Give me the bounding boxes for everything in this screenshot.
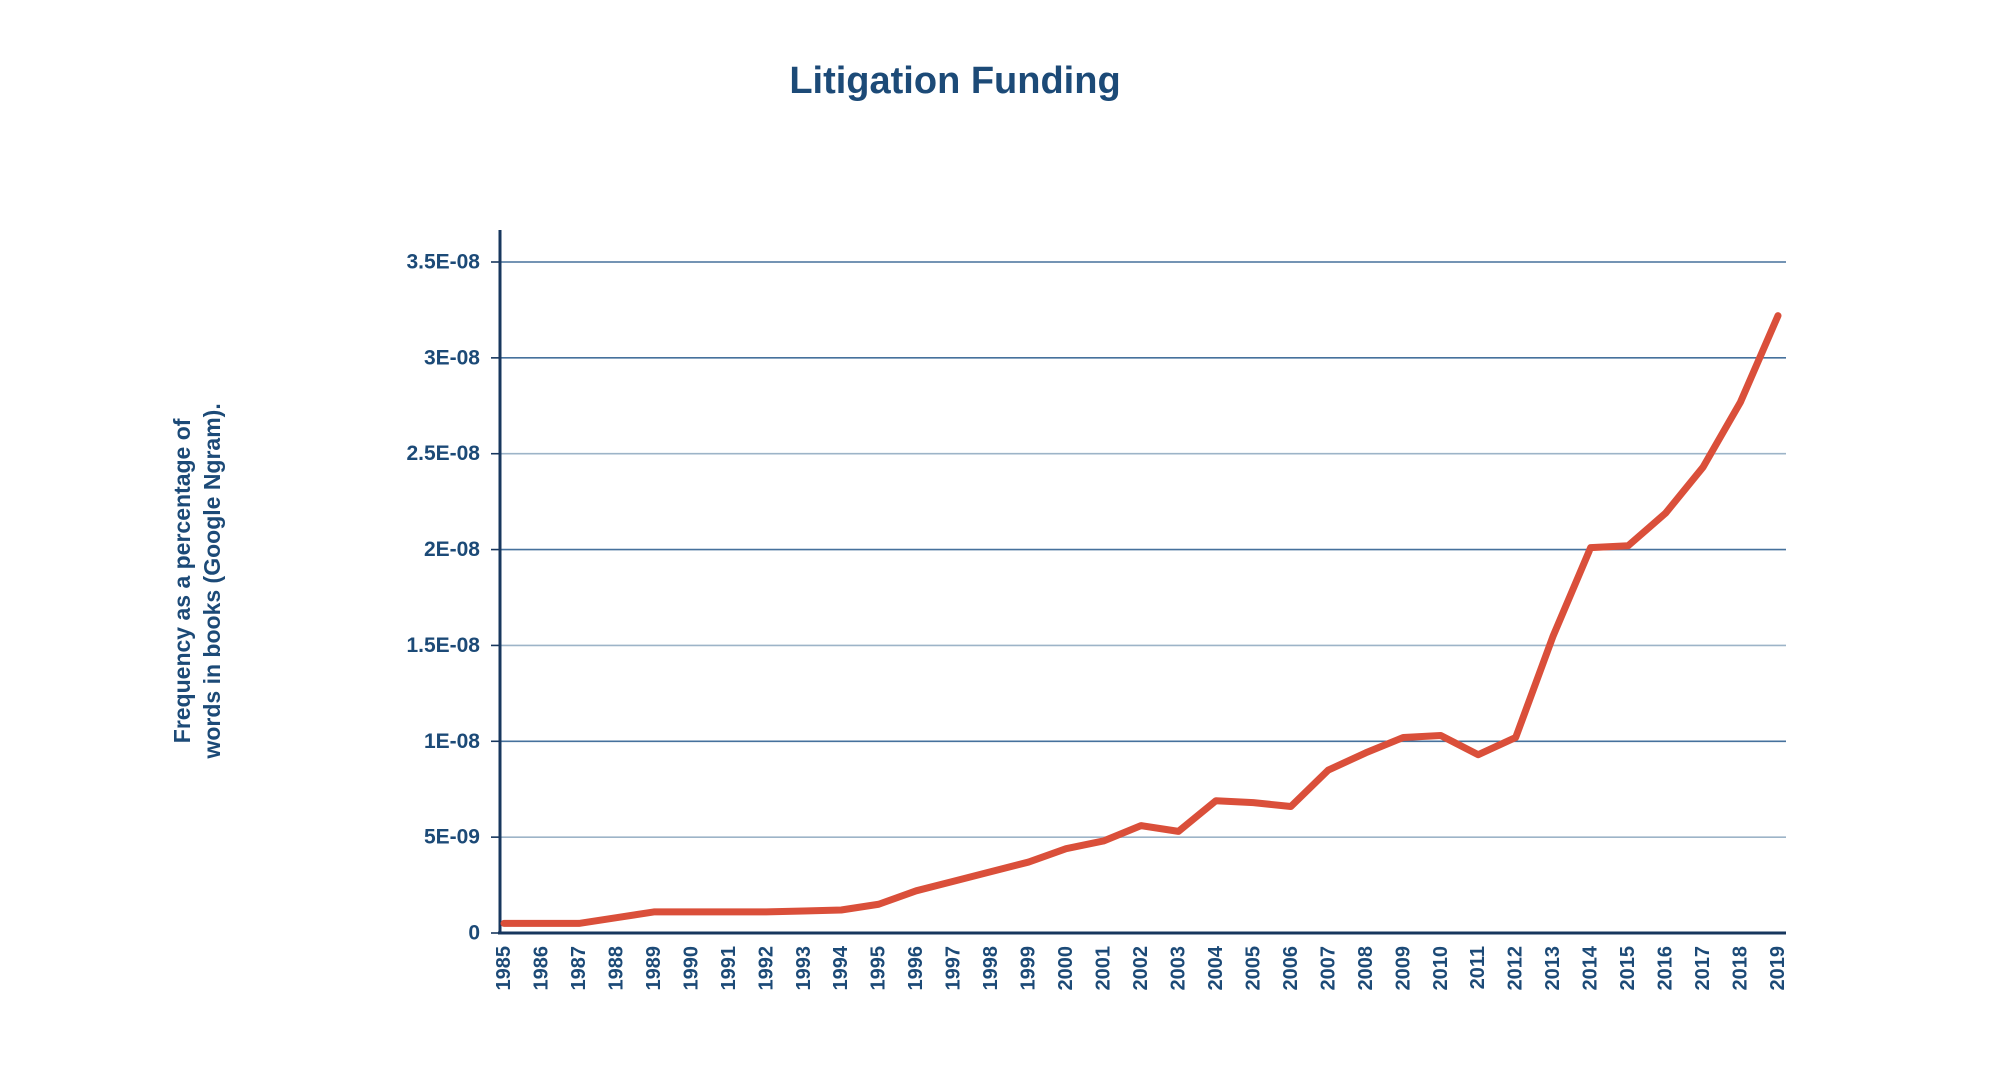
x-tick-label: 2008 [1355, 946, 1377, 991]
x-tick-label: 1986 [530, 946, 552, 991]
x-tick-label: 2006 [1280, 946, 1302, 991]
x-tick-label: 2002 [1130, 946, 1152, 991]
x-tick-label: 2018 [1730, 946, 1752, 991]
x-tick-label: 1991 [718, 946, 740, 991]
series-line-litigation-funding [500, 312, 1782, 927]
x-tick-label: 1987 [568, 946, 590, 991]
y-tick-label: 1.5E-08 [406, 634, 480, 657]
chart-title: Litigation Funding [789, 60, 1121, 102]
x-tick-label: 1997 [943, 946, 965, 991]
x-tick-label: 2005 [1242, 946, 1264, 991]
x-tick-label: 2004 [1205, 945, 1227, 990]
y-tick-label: 1E-08 [424, 730, 480, 753]
x-tick-label: 2019 [1767, 946, 1789, 991]
x-tick-label: 1998 [980, 946, 1002, 991]
x-tick-label: 1996 [905, 946, 927, 991]
y-tick-label: 2E-08 [424, 538, 480, 561]
y-tick-label: 0 [468, 922, 480, 945]
y-tick-label: 2.5E-08 [406, 442, 480, 465]
x-tick-label: 2011 [1467, 946, 1489, 989]
x-tick-label: 1999 [1018, 946, 1040, 991]
x-tick-label: 2014 [1580, 945, 1602, 990]
y-tick-label: 3.5E-08 [406, 251, 480, 274]
y-tick-label: 5E-09 [424, 826, 480, 849]
x-tick-label: 2017 [1692, 946, 1714, 991]
x-tick-label: 1995 [868, 946, 890, 991]
x-tick-label: 1994 [830, 945, 852, 990]
x-tick-label: 1992 [755, 946, 777, 991]
x-tick-label: 2012 [1505, 946, 1527, 991]
x-tick-label: 1985 [493, 946, 515, 991]
x-tick-label: 1990 [680, 946, 702, 991]
x-tick-label: 2003 [1167, 946, 1189, 991]
x-tick-label: 2000 [1055, 946, 1077, 991]
x-tick-label: 2009 [1392, 946, 1414, 991]
x-tick-label: 2013 [1542, 946, 1564, 991]
y-tick-label: 3E-08 [424, 346, 480, 369]
x-tick-label: 2010 [1430, 946, 1452, 991]
x-tick-label: 1993 [793, 946, 815, 991]
x-tick-label: 2001 [1093, 946, 1115, 991]
x-tick-label: 2007 [1317, 946, 1339, 991]
x-tick-label: 1988 [605, 946, 627, 991]
x-tick-label: 2015 [1617, 946, 1639, 991]
x-tick-label: 1989 [643, 946, 665, 991]
x-tick-label: 2016 [1655, 946, 1677, 991]
